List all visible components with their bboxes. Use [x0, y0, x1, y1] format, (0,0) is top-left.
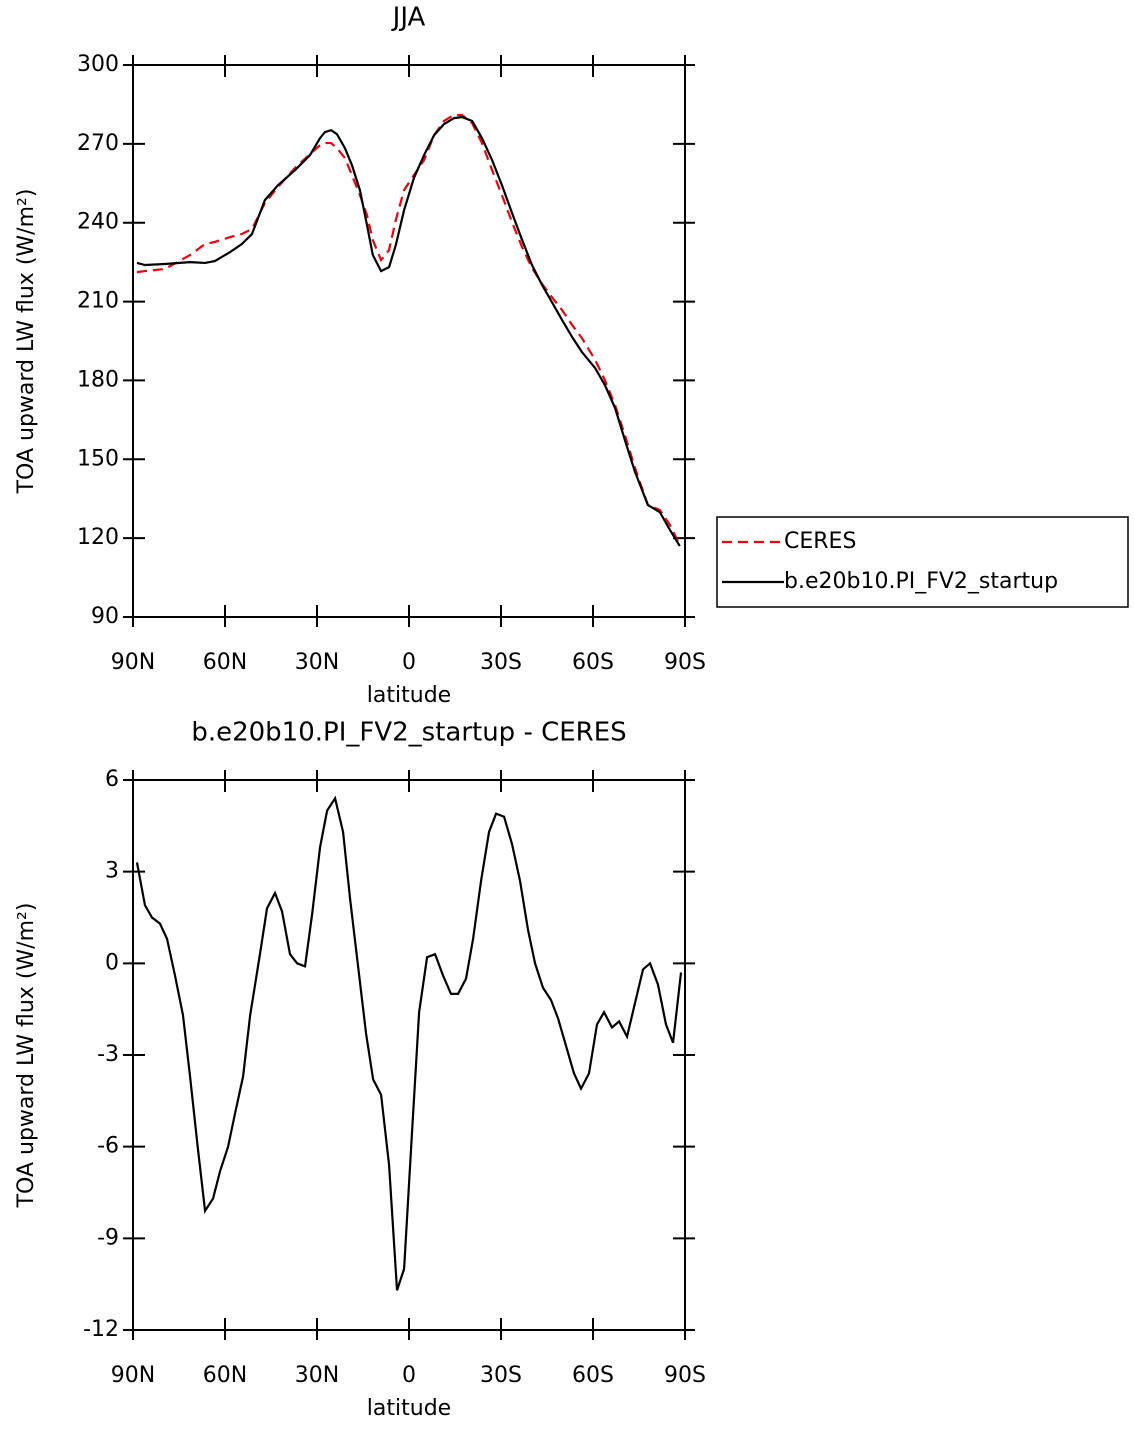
- legend-label: b.e20b10.PI_FV2_startup: [784, 569, 1058, 594]
- y-tick-label: -3: [97, 1042, 119, 1067]
- chart-title: JJA: [391, 3, 426, 33]
- y-tick-label: -12: [83, 1317, 119, 1342]
- y-tick-label: 300: [77, 52, 119, 77]
- y-tick-label: 150: [77, 446, 119, 471]
- x-tick-label: 60S: [572, 1363, 614, 1388]
- x-tick-label: 30S: [480, 1363, 522, 1388]
- y-tick-label: -9: [97, 1225, 119, 1250]
- legend-label: CERES: [784, 529, 856, 554]
- y-tick-label: 6: [105, 767, 119, 792]
- y-tick-label: 270: [77, 131, 119, 156]
- plot-frame: [132, 64, 686, 618]
- y-tick-label: 3: [105, 859, 119, 884]
- chart-title: b.e20b10.PI_FV2_startup - CERES: [191, 718, 626, 748]
- y-axis-label: TOA upward LW flux (W/m²): [14, 903, 39, 1209]
- data-line: [136, 113, 681, 546]
- data-line: [136, 115, 681, 547]
- x-axis-label: latitude: [367, 1396, 451, 1421]
- x-tick-label: 90N: [111, 1363, 155, 1388]
- x-axis-label: latitude: [367, 683, 451, 708]
- x-tick-label: 0: [402, 1363, 416, 1388]
- y-tick-label: 180: [77, 367, 119, 392]
- y-tick-label: 0: [105, 950, 119, 975]
- y-tick-label: -6: [97, 1134, 119, 1159]
- x-tick-label: 60N: [203, 1363, 247, 1388]
- y-tick-label: 210: [77, 289, 119, 314]
- y-tick-label: 90: [91, 604, 119, 629]
- x-tick-label: 60S: [572, 650, 614, 675]
- legend-box: [716, 516, 1129, 608]
- plot-frame: [132, 779, 686, 1331]
- y-axis-label: TOA upward LW flux (W/m²): [14, 189, 39, 495]
- x-tick-label: 90N: [111, 650, 155, 675]
- y-tick-label: 120: [77, 525, 119, 550]
- x-tick-label: 90S: [664, 650, 706, 675]
- y-tick-label: 240: [77, 210, 119, 235]
- x-tick-label: 60N: [203, 650, 247, 675]
- x-tick-label: 30N: [295, 1363, 339, 1388]
- x-tick-label: 90S: [664, 1363, 706, 1388]
- x-tick-label: 30S: [480, 650, 522, 675]
- data-line: [135, 795, 683, 1291]
- x-tick-label: 0: [402, 650, 416, 675]
- x-tick-label: 30N: [295, 650, 339, 675]
